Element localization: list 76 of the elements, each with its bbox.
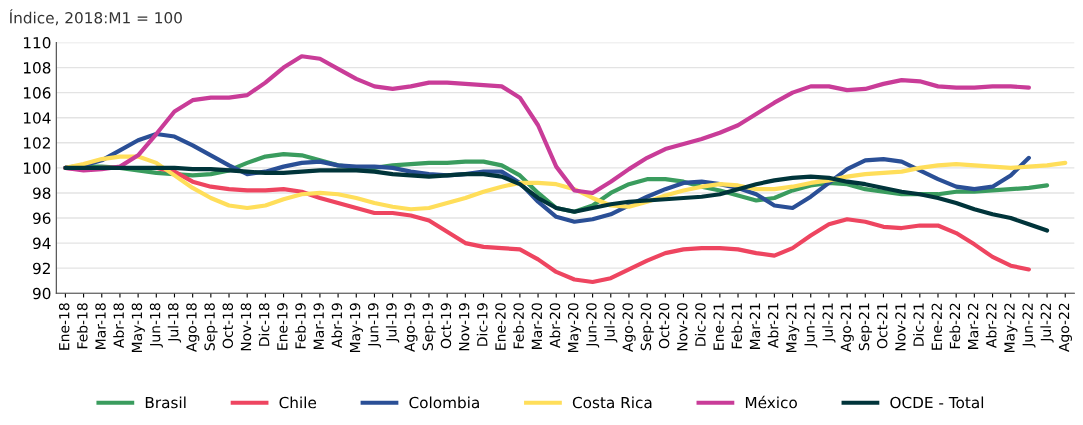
x-tick-label: Ene-20 [495,303,506,350]
y-tick-label: 92 [32,262,50,275]
x-tick-label: Jul-21 [822,303,836,343]
x-tick-label: Ene-19 [277,303,288,350]
x-tick-label: Mar-19 [313,303,324,349]
x-tick-label: Ene-21 [713,303,724,350]
x-tick-label: Nov-19 [458,303,470,351]
x-tick-label: Abr-20 [549,303,561,348]
y-tick-label: 110 [23,36,51,49]
y-tick-label: 100 [23,162,51,174]
x-tick-label: Mar-20 [531,303,543,349]
chart-title: Índice, 2018:M1 = 100 [9,9,182,26]
x-tick-label: May-18 [131,303,145,353]
x-tick-label: Jul-18 [167,303,182,343]
x-tick-label: Sep-18 [204,303,218,351]
y-tick-label: 104 [23,112,51,124]
x-tick-label: Feb-19 [295,303,306,349]
legend-label: Brasil [145,396,186,409]
x-tick-label: Jun-18 [149,303,163,348]
x-tick-label: Oct-18 [222,303,234,349]
y-tick-label: 96 [32,212,51,225]
legend-label: Colombia [409,396,479,409]
x-tick-label: May-19 [349,303,363,353]
y-tick-label: 106 [23,87,51,99]
x-tick-label: Feb-22 [949,303,961,349]
x-tick-label: Jun-22 [1022,303,1036,348]
x-tick-label: May-21 [786,303,800,353]
x-tick-label: May-22 [1004,303,1018,353]
x-tick-label: Ago-21 [840,303,854,352]
x-tick-label: Ago-18 [186,303,200,352]
x-tick-label: Oct-19 [440,303,452,349]
legend-label: Chile [279,396,317,409]
x-tick-label: Ago-19 [404,303,418,352]
line-series [63,165,1050,233]
x-tick-label: Sep-19 [422,303,436,351]
x-tick-label: Ago-20 [622,303,636,352]
x-tick-label: Feb-20 [513,303,524,349]
x-tick-label: Abr-19 [331,303,343,348]
x-tick-label: Jun-20 [586,303,600,348]
x-tick-label: Dic-19 [476,303,488,346]
legend-label: Costa Rica [572,396,652,409]
y-tick-label: 102 [23,137,50,149]
x-tick-label: Abr-21 [767,303,779,348]
x-tick-label: Mar-22 [967,303,979,349]
x-tick-label: Jun-21 [804,303,818,348]
x-tick-label: Abr-18 [113,303,124,348]
x-tick-label: Dic-18 [258,303,270,346]
x-tick-label: Mar-21 [749,303,761,349]
x-tick-label: Dic-21 [913,303,924,346]
y-tick-label: 108 [23,62,51,74]
legend-label: México [745,395,797,409]
x-tick-label: Dic-20 [694,303,706,346]
x-tick-label: Nov-20 [677,303,688,351]
x-tick-label: Ago-22 [1058,303,1072,352]
x-tick-label: Oct-20 [658,303,670,349]
x-tick-label: Jun-19 [367,303,382,348]
x-tick-label: Sep-20 [640,303,654,351]
x-tick-label: Jul-19 [385,303,400,343]
x-tick-label: Jul-22 [1040,303,1054,343]
x-tick-label: Nov-18 [240,303,252,351]
x-tick-label: Sep-21 [858,303,872,351]
y-tick-label: 98 [32,187,51,199]
x-tick-label: Abr-22 [985,303,997,348]
x-tick-label: Ene-18 [58,303,70,350]
x-tick-label: Jul-20 [604,303,618,343]
x-tick-label: May-20 [567,303,582,353]
x-tick-label: Oct-21 [876,303,888,349]
x-tick-label: Feb-21 [731,303,743,349]
legend-label: OCDE - Total [890,396,984,409]
y-tick-label: 94 [32,237,51,250]
x-tick-label: Feb-18 [76,303,88,349]
line-series [63,54,1031,196]
x-tick-label: Ene-22 [931,303,943,350]
x-tick-label: Mar-18 [95,303,106,349]
x-tick-label: Nov-21 [895,303,906,351]
y-tick-label: 90 [32,287,51,300]
